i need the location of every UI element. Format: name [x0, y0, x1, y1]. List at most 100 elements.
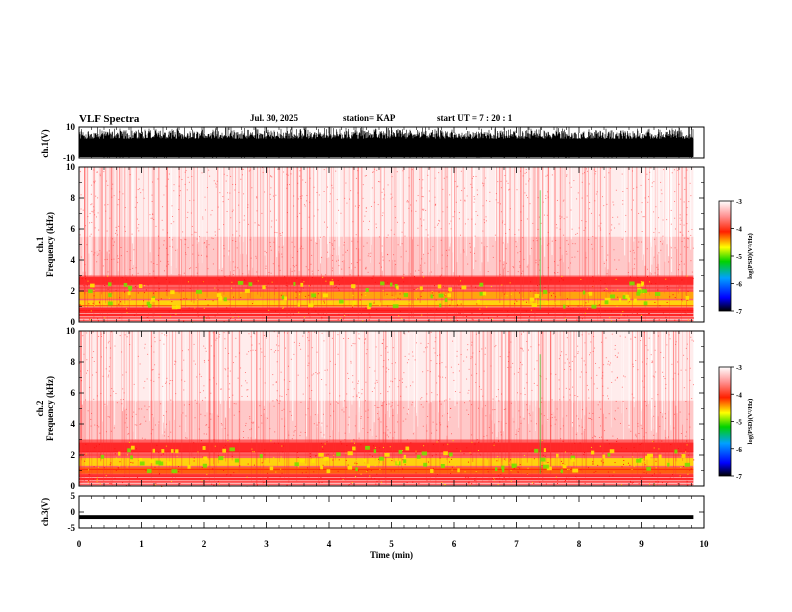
spec-speckle: [166, 265, 168, 267]
spec-speckle: [481, 313, 483, 315]
spec-speckle: [100, 356, 102, 358]
spec-speckle: [316, 351, 318, 353]
spec-speckle: [376, 406, 378, 408]
spec-speckle: [614, 303, 616, 305]
spec-speckle: [556, 482, 558, 484]
spec-speckle: [635, 433, 637, 435]
spec-speckle: [84, 275, 86, 277]
spec-speckle: [687, 237, 689, 239]
spec-speckle: [357, 206, 359, 208]
spec-speckle: [250, 428, 252, 430]
spec-speckle: [596, 374, 598, 376]
spec-speckle: [163, 343, 165, 345]
spec-speckle: [209, 379, 211, 381]
spec-speckle: [607, 398, 609, 400]
spec-speckle: [161, 332, 163, 334]
spec-speckle: [167, 232, 169, 234]
spec-speckle: [441, 415, 443, 417]
spec-burst: [534, 294, 540, 298]
spec-speckle: [216, 283, 218, 285]
spec-speckle: [434, 352, 436, 354]
spec-speckle: [96, 481, 98, 483]
spec-speckle: [87, 370, 89, 372]
spec-speckle: [239, 235, 241, 237]
spec-speckle: [289, 184, 291, 186]
spec-speckle: [382, 366, 384, 368]
spec-speckle: [637, 425, 639, 427]
spec-speckle: [433, 285, 435, 287]
spec-speckle: [438, 291, 440, 293]
spec-speckle: [604, 430, 606, 432]
spec-speckle: [547, 312, 549, 314]
spec-speckle: [645, 472, 647, 474]
spec-speckle: [442, 285, 444, 287]
spec-speckle: [673, 169, 675, 171]
spec-speckle: [635, 434, 637, 436]
spec-speckle: [171, 239, 173, 241]
spec-speckle: [467, 263, 469, 265]
spec-speckle: [109, 416, 111, 418]
spec-speckle: [378, 447, 380, 449]
spec-speckle: [688, 454, 690, 456]
spec-speckle: [406, 482, 408, 484]
spec-speckle: [514, 303, 516, 305]
spec-speckle: [324, 314, 326, 316]
spec-speckle: [507, 366, 509, 368]
spec-speckle: [204, 317, 206, 319]
spec-speckle: [135, 267, 137, 269]
spec-speckle: [476, 189, 478, 191]
spec-speckle: [381, 191, 383, 193]
spec-speckle: [160, 298, 162, 300]
spec-speckle: [236, 230, 238, 232]
spec-speckle: [548, 243, 550, 245]
spec-speckle: [151, 200, 153, 202]
spec-speckle: [551, 174, 553, 176]
spec-speckle: [150, 379, 152, 381]
spec-speckle: [686, 358, 688, 360]
spec-speckle: [197, 451, 199, 453]
spec-speckle: [525, 373, 527, 375]
spec-speckle: [607, 471, 609, 473]
spec-speckle: [415, 450, 417, 452]
spec-speckle: [164, 431, 166, 433]
spec-speckle: [683, 201, 685, 203]
spec-speckle: [242, 273, 244, 275]
spec-speckle: [479, 308, 481, 310]
spec-speckle: [538, 296, 540, 298]
spec-speckle: [583, 229, 585, 231]
x-tick-label: 1: [139, 539, 144, 549]
spec-speckle: [258, 343, 260, 345]
spec-burst: [654, 292, 661, 296]
spec-band: [79, 291, 694, 299]
spec-speckle: [513, 421, 515, 423]
spec-speckle: [539, 284, 541, 286]
spec-speckle: [267, 282, 269, 284]
spec-speckle: [472, 319, 474, 321]
spec-speckle: [343, 244, 345, 246]
spec-speckle: [146, 378, 148, 380]
spec-speckle: [568, 362, 570, 364]
spec-speckle: [574, 394, 576, 396]
spec-speckle: [108, 340, 110, 342]
spec-speckle: [364, 338, 366, 340]
spec-speckle: [415, 270, 417, 272]
spec-speckle: [454, 180, 456, 182]
spec-speckle: [368, 319, 370, 321]
x-tick-label: 6: [452, 539, 457, 549]
spec-speckle: [179, 483, 181, 485]
spec-speckle: [468, 482, 470, 484]
spec-speckle: [406, 201, 408, 203]
spec-speckle: [563, 218, 565, 220]
spec-speckle: [215, 186, 217, 188]
spec-speckle: [85, 443, 87, 445]
spec-speckle: [629, 301, 631, 303]
spec-speckle: [572, 243, 574, 245]
spec-speckle: [594, 436, 596, 438]
spec-speckle: [592, 350, 594, 352]
spec-speckle: [617, 296, 619, 298]
spec-speckle: [601, 377, 603, 379]
date-label: Jul. 30, 2025: [250, 113, 299, 123]
spec-speckle: [305, 471, 307, 473]
spec-speckle: [342, 479, 344, 481]
spec-speckle: [519, 467, 521, 469]
